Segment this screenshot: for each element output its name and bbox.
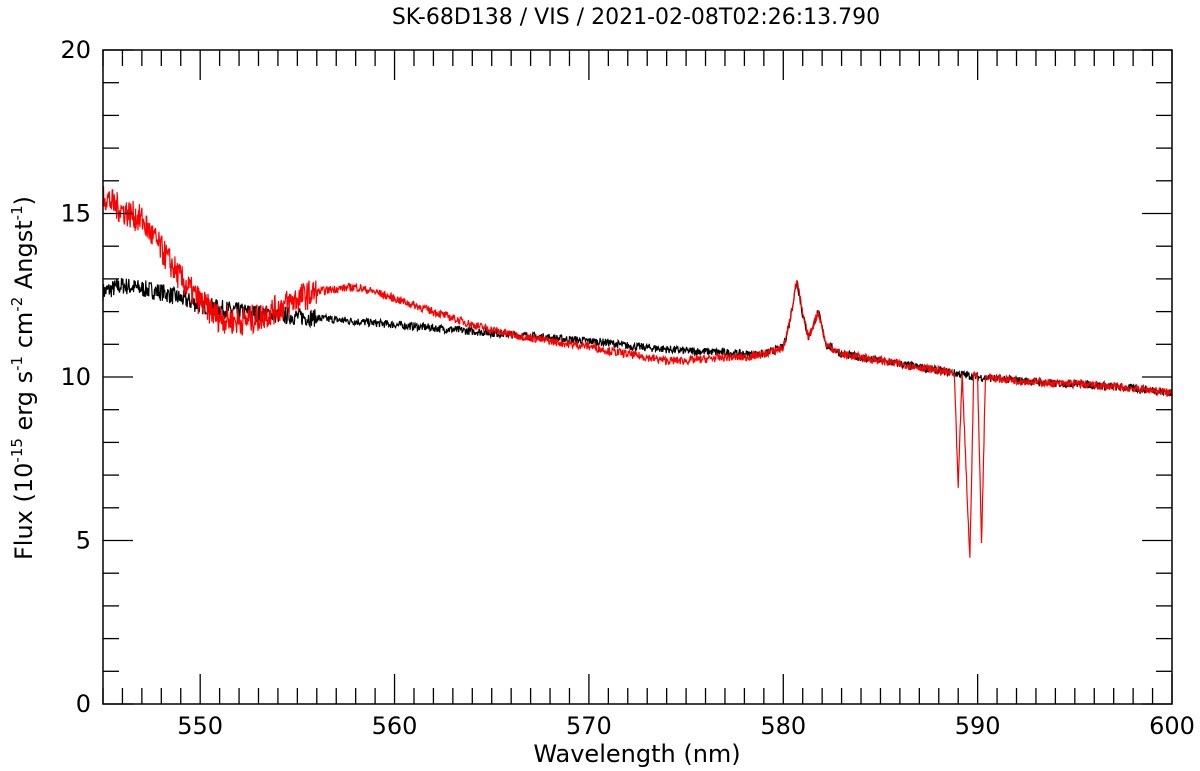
y-axis-title-exp2: -1	[8, 356, 26, 371]
ticks-layer: 550 560 570 580 590 600 0 5 10 15 20	[60, 36, 1194, 740]
x-tick-label: 550	[177, 712, 223, 740]
y-tick-label: 20	[60, 36, 91, 64]
x-tick-label: 560	[372, 712, 418, 740]
y-tick-label: 5	[76, 527, 91, 555]
x-axis-title: Wavelength (nm)	[533, 740, 740, 768]
plot-frame	[102, 49, 1173, 705]
y-tick-label: 0	[76, 690, 91, 718]
series-line-1	[102, 186, 1173, 558]
x-tick-label: 590	[955, 712, 1001, 740]
x-tick-label: 580	[760, 712, 806, 740]
y-axis-title-exp3: -2	[8, 297, 26, 312]
chart-title: SK-68D138 / VIS / 2021-02-08T02:26:13.79…	[392, 5, 880, 30]
y-axis-title-exp4: -1	[8, 205, 26, 220]
x-tick-label: 570	[566, 712, 612, 740]
y-tick-label: 10	[60, 363, 91, 391]
y-axis-title-mid1: erg s	[10, 371, 38, 438]
x-tick-label: 600	[1149, 712, 1195, 740]
y-axis-title-exp1: -15	[8, 438, 26, 463]
y-tick-label: 15	[60, 200, 91, 228]
series-layer	[102, 186, 1173, 558]
y-axis-title-prefix: Flux (10	[10, 463, 38, 560]
y-axis-title-mid3: Angst	[10, 220, 38, 296]
y-axis-title-mid2: cm	[10, 312, 38, 356]
y-axis-title: Flux (10-15 erg s-1 cm-2 Angst-1)	[8, 196, 38, 560]
y-axis-title-suffix: )	[10, 196, 38, 205]
